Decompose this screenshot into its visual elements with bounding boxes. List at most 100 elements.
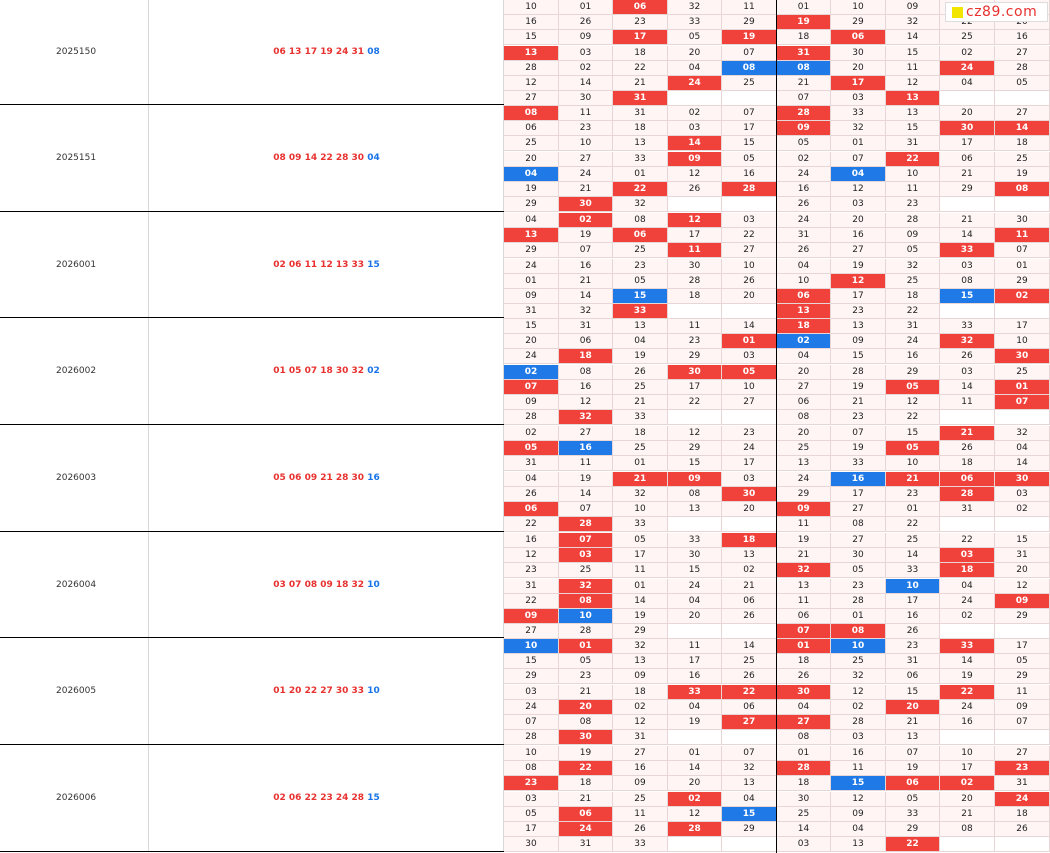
grid-cell: 04 — [668, 60, 722, 76]
grid-cell: 05 — [995, 654, 1050, 670]
grid-cell: 19 — [559, 746, 613, 761]
grid-cell: 04 — [831, 822, 886, 837]
grid-cell: 08 — [504, 106, 559, 121]
grid-cell: 12 — [831, 684, 886, 700]
grid-cell: 16 — [777, 182, 831, 197]
grid-cell: 31 — [613, 730, 668, 746]
grid-cell: 12 — [831, 273, 886, 289]
grid-cell: 28 — [722, 182, 777, 197]
grid-cell: 02 — [504, 364, 559, 380]
grid-cell: 10 — [886, 578, 940, 594]
blue-ball: 16 — [367, 473, 380, 483]
grid-cell: 14 — [777, 822, 831, 837]
grid-cell: 20 — [940, 791, 995, 807]
site-logo[interactable]: cz89.com — [945, 2, 1048, 22]
grid-cell: 20 — [831, 60, 886, 76]
grid-cell: 23 — [504, 776, 559, 792]
grid-cell: 15 — [995, 533, 1050, 548]
grid-cell: 07 — [831, 426, 886, 441]
blue-ball: 04 — [367, 153, 380, 163]
issue-number: 2025151 — [0, 105, 149, 211]
grid-cell: 25 — [995, 151, 1050, 167]
grid-cell: 26 — [613, 822, 668, 837]
grid-cell: 05 — [722, 364, 777, 380]
red-balls: 01 20 22 27 30 33 — [273, 686, 365, 696]
grid-cell: 33 — [940, 243, 995, 259]
grid-cell: 24 — [504, 349, 559, 365]
grid-cell: 09 — [886, 0, 940, 15]
grid-cell: 26 — [722, 669, 777, 685]
grid-cell: 06 — [940, 151, 995, 167]
grid-cell: 28 — [886, 213, 940, 228]
grid-cell: 03 — [504, 684, 559, 700]
grid-cell: 11 — [722, 0, 777, 15]
grid-cell: 04 — [777, 349, 831, 365]
grid-cell: 10 — [995, 334, 1050, 350]
grid-cell: 23 — [613, 258, 668, 274]
grid-cell: 16 — [559, 441, 613, 457]
grid-cell: 14 — [722, 639, 777, 654]
grid-cell: 08 — [559, 364, 613, 380]
grid-cell: 23 — [722, 426, 777, 441]
grid-cell: 05 — [886, 243, 940, 259]
issue-number: 2026006 — [0, 745, 149, 851]
grid-cell: 19 — [722, 30, 777, 46]
grid-cell: 33 — [668, 684, 722, 700]
grid-cell: 27 — [559, 426, 613, 441]
grid-cell: 16 — [831, 471, 886, 487]
grid-cell: 30 — [940, 121, 995, 137]
grid-cell: 24 — [559, 822, 613, 837]
grid-cell: 01 — [777, 639, 831, 654]
grid-cell: 30 — [668, 364, 722, 380]
draw-numbers: 02 06 22 23 24 28 15 — [150, 745, 504, 851]
grid-cell: 30 — [995, 213, 1050, 228]
grid-cell: 08 — [777, 410, 831, 426]
number-grid: 10 19 27 01 07 01 16 07 10 27 08 22 16 14 32 28 11 19 17 23… — [504, 745, 1050, 853]
grid-cell: 17 — [831, 486, 886, 502]
grid-cell: 25 — [722, 76, 777, 91]
grid-cell: 30 — [722, 486, 777, 502]
grid-cell: 32 — [886, 258, 940, 274]
grid-cell: 32 — [722, 761, 777, 777]
column-divider — [776, 0, 777, 853]
grid-cell: 10 — [886, 456, 940, 472]
grid-cell: 01 — [886, 502, 940, 517]
grid-cell: 08 — [940, 822, 995, 837]
grid-cell: 24 — [559, 166, 613, 182]
grid-cell — [722, 197, 777, 213]
grid-cell: 21 — [559, 273, 613, 289]
grid-cell: 17 — [613, 30, 668, 46]
grid-cell: 08 — [559, 715, 613, 730]
grid-cell: 10 — [504, 0, 559, 15]
grid-cell: 29 — [995, 669, 1050, 685]
grid-cell: 17 — [668, 228, 722, 244]
grid-cell: 20 — [940, 106, 995, 121]
grid-cell: 08 — [831, 517, 886, 533]
grid-cell: 22 — [886, 517, 940, 533]
grid-cell: 21 — [613, 76, 668, 91]
grid-cell: 10 — [831, 639, 886, 654]
grid-cell: 12 — [668, 806, 722, 822]
grid-cell: 15 — [504, 30, 559, 46]
grid-cell: 01 — [777, 0, 831, 15]
grid-cell: 32 — [559, 304, 613, 320]
grid-cell: 16 — [559, 258, 613, 274]
period-row: 2025150 06 13 17 19 24 31 08 10 01 06 32 11 01 1… — [0, 0, 1050, 107]
grid-cell: 15 — [613, 289, 668, 304]
grid-cell: 30 — [995, 349, 1050, 365]
grid-cell: 15 — [940, 289, 995, 304]
grid-cell: 29 — [940, 182, 995, 197]
grid-cell: 16 — [886, 609, 940, 624]
grid-cell: 22 — [668, 395, 722, 410]
grid-cell: 14 — [559, 76, 613, 91]
grid-cell: 21 — [559, 684, 613, 700]
grid-cell — [940, 91, 995, 107]
grid-cell: 10 — [504, 746, 559, 761]
grid-cell: 09 — [613, 669, 668, 685]
grid-cell: 32 — [777, 563, 831, 579]
grid-cell: 02 — [559, 213, 613, 228]
grid-cell: 19 — [613, 349, 668, 365]
grid-cell: 33 — [613, 151, 668, 167]
grid-cell: 03 — [559, 548, 613, 564]
